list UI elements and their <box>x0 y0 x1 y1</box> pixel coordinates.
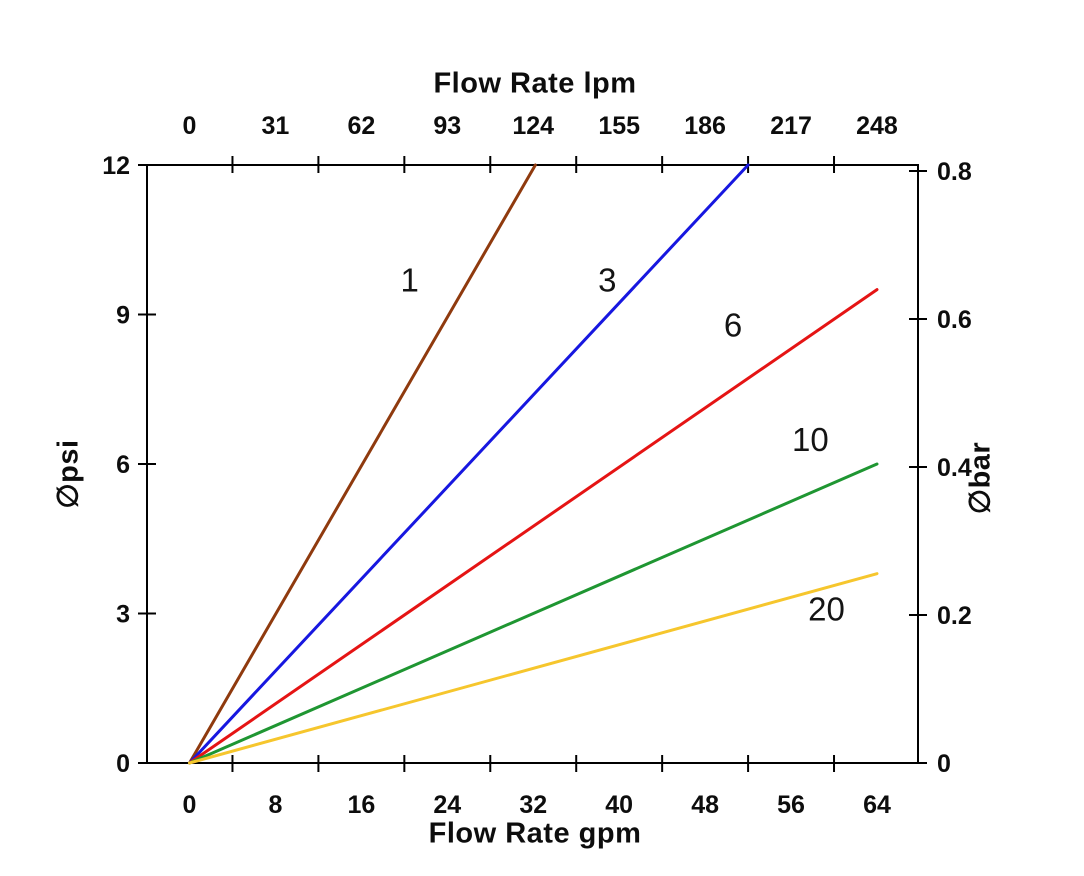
series-line-6 <box>188 288 879 765</box>
series-line-20 <box>188 572 879 765</box>
top-axis-tick-label: 124 <box>512 112 554 140</box>
bottom-axis-title: Flow Rate gpm <box>428 817 642 850</box>
top-axis-tick-label: 93 <box>433 112 461 140</box>
top-axis-tick-label: 186 <box>684 112 726 140</box>
right-axis-tick-label: 0.4 <box>937 454 972 482</box>
series-label-1: 1 <box>401 262 419 299</box>
top-axis-tick-label: 217 <box>770 112 812 140</box>
right-axis-tick-label: 0 <box>937 750 951 778</box>
left-axis-tick-label: 9 <box>116 302 130 330</box>
plot-border <box>146 164 919 764</box>
series-label-3: 3 <box>598 262 616 299</box>
top-axis-tick-label: 62 <box>347 112 375 140</box>
series-label-6: 6 <box>724 306 742 343</box>
bottom-axis-tick-label: 48 <box>691 791 719 819</box>
left-axis-tick-label: 0 <box>116 750 130 778</box>
bottom-axis-tick-label: 32 <box>519 791 547 819</box>
top-axis-tick-label: 31 <box>262 112 290 140</box>
left-axis-tick-label: 6 <box>116 451 130 479</box>
left-axis-tick-label: 3 <box>116 601 130 629</box>
bottom-axis-tick-label: 0 <box>183 791 197 819</box>
right-axis-tick-label: 0.8 <box>937 158 972 186</box>
bottom-axis-tick-label: 64 <box>863 791 891 819</box>
bottom-axis-tick-label: 8 <box>268 791 282 819</box>
series-line-1 <box>188 163 537 765</box>
top-axis-tick-label: 155 <box>598 112 640 140</box>
bottom-axis-tick-label: 16 <box>347 791 375 819</box>
series-line-10 <box>188 462 879 765</box>
bottom-axis-tick-label: 24 <box>433 791 461 819</box>
left-axis-tick-label: 12 <box>102 152 130 180</box>
right-axis-tick-label: 0.2 <box>937 602 972 630</box>
left-axis-title: ∅psi <box>52 439 85 509</box>
right-axis-tick-label: 0.6 <box>937 306 972 334</box>
bottom-axis-tick-label: 40 <box>605 791 633 819</box>
right-axis-title: ∅bar <box>964 441 997 515</box>
series-line-3 <box>188 163 750 765</box>
series-label-20: 20 <box>808 591 845 628</box>
series-label-10: 10 <box>792 421 829 458</box>
top-axis-tick-label: 248 <box>856 112 898 140</box>
top-axis-tick-label: 0 <box>183 112 197 140</box>
bottom-axis-tick-label: 56 <box>777 791 805 819</box>
top-axis-title: Flow Rate lpm <box>433 67 637 100</box>
